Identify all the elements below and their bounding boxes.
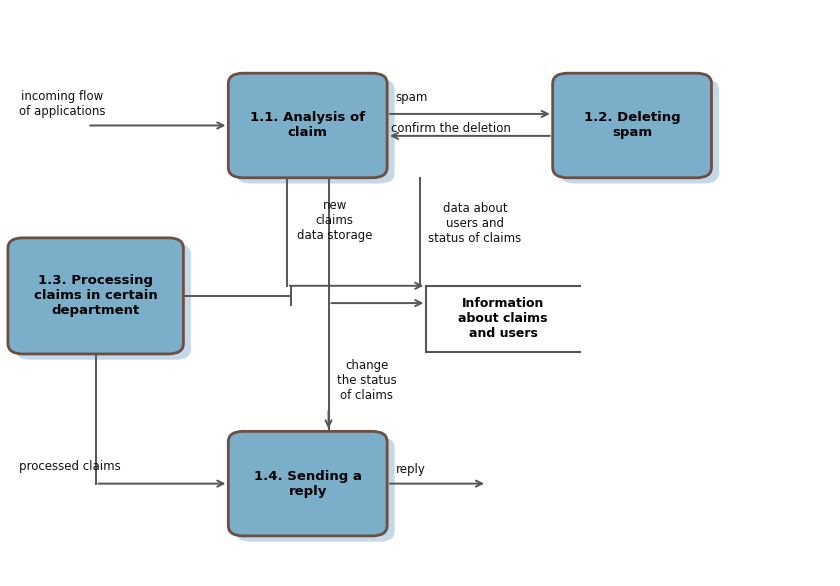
Text: 1.2. Deleting
spam: 1.2. Deleting spam: [584, 111, 680, 139]
FancyBboxPatch shape: [228, 73, 387, 178]
Text: 1.3. Processing
claims in certain
department: 1.3. Processing claims in certain depart…: [34, 274, 158, 318]
Text: Information
about claims
and users: Information about claims and users: [459, 298, 548, 340]
FancyBboxPatch shape: [553, 73, 711, 178]
Text: spam: spam: [396, 91, 428, 104]
FancyBboxPatch shape: [228, 431, 387, 536]
FancyBboxPatch shape: [15, 244, 191, 360]
FancyBboxPatch shape: [236, 437, 395, 541]
Text: change
the status
of claims: change the status of claims: [337, 359, 396, 402]
Text: new
claims
data storage: new claims data storage: [297, 199, 372, 241]
Text: data about
users and
status of claims: data about users and status of claims: [428, 203, 522, 246]
Text: processed claims: processed claims: [19, 460, 121, 473]
Text: reply: reply: [396, 463, 425, 476]
Text: confirm the deletion: confirm the deletion: [391, 122, 512, 135]
FancyBboxPatch shape: [8, 238, 183, 354]
FancyBboxPatch shape: [236, 79, 395, 183]
Text: 1.1. Analysis of
claim: 1.1. Analysis of claim: [250, 111, 365, 139]
Text: 1.4. Sending a
reply: 1.4. Sending a reply: [254, 469, 362, 498]
Text: incoming flow
of applications: incoming flow of applications: [19, 90, 106, 118]
FancyBboxPatch shape: [560, 79, 719, 183]
